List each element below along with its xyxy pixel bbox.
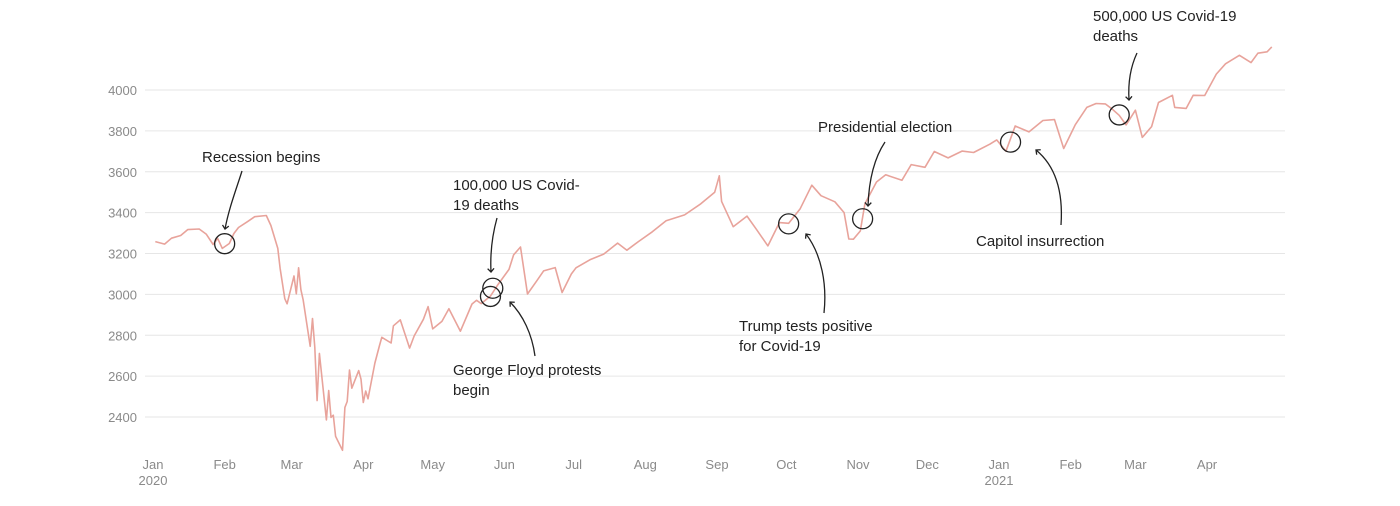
y-tick-label: 3200: [108, 247, 137, 262]
annotation-marker: [482, 277, 504, 299]
grid-lines: [145, 89, 1285, 418]
x-tick-year-label: 2021: [985, 473, 1014, 488]
annotation-6: 500,000 US Covid-19 deaths: [1093, 8, 1236, 126]
x-tick-label: May: [420, 457, 445, 472]
x-tick-label: Mar: [280, 457, 303, 472]
y-tick-label: 2400: [108, 410, 137, 425]
x-tick-label: Oct: [776, 457, 797, 472]
annotation-label: Presidential election: [818, 119, 952, 136]
x-tick-label: Aug: [634, 457, 657, 472]
annotation-label: for Covid-19: [739, 338, 821, 355]
x-tick-label: Jul: [565, 457, 582, 472]
y-tick-label: 3800: [108, 124, 137, 139]
annotation-marker: [999, 131, 1022, 153]
annotation-arrow: [221, 170, 243, 230]
x-tick-label: Nov: [846, 457, 870, 472]
y-tick-label: 2600: [108, 369, 137, 384]
x-tick-label: Apr: [353, 457, 374, 472]
annotation-label: 19 deaths: [453, 197, 519, 214]
annotation-label: deaths: [1093, 28, 1138, 45]
x-tick-label: Mar: [1124, 457, 1147, 472]
series-layer: [155, 46, 1273, 452]
annotation-marker: [479, 285, 502, 308]
annotation-label: George Floyd protests: [453, 362, 601, 379]
x-tick-year-label: 2020: [139, 473, 168, 488]
annotation-label: 100,000 US Covid-: [453, 177, 580, 194]
annotation-5: Capitol insurrection: [976, 131, 1104, 250]
annotations: Recession begins 100,000 US Covid- 19 deat…: [202, 8, 1236, 399]
x-tick-label: Apr: [1197, 457, 1218, 472]
x-tick-label: Dec: [916, 457, 940, 472]
x-tick-label: Feb: [1059, 457, 1081, 472]
annotation-marker: [214, 233, 236, 255]
annotation-marker: [1108, 104, 1130, 126]
annotation-label: 500,000 US Covid-19: [1093, 8, 1236, 25]
annotation-2: George Floyd protests begin: [453, 285, 601, 399]
annotation-0: Recession begins: [202, 149, 320, 255]
x-tick-label: Jan: [143, 457, 164, 472]
y-tick-label: 4000: [108, 83, 137, 98]
y-tick-label: 3400: [108, 206, 137, 221]
annotation-arrow: [804, 233, 826, 314]
annotation-label: Capitol insurrection: [976, 233, 1104, 250]
y-tick-label: 2800: [108, 328, 137, 343]
x-tick-label: Sep: [705, 457, 728, 472]
annotation-marker: [778, 213, 800, 235]
x-tick-label: Jun: [494, 457, 515, 472]
annotation-1: 100,000 US Covid- 19 deaths: [453, 177, 580, 299]
y-tick-label: 3600: [108, 165, 137, 180]
x-tick-label: Jan: [989, 457, 1010, 472]
annotation-marker: [851, 208, 874, 230]
y-axis-ticks: 2400 2600 2800 3000 3200 3400 3600 3800 4000: [108, 83, 137, 425]
annotation-label: Trump tests positive: [739, 318, 873, 335]
series-line-0: [155, 46, 1273, 452]
y-tick-label: 3000: [108, 287, 137, 302]
x-tick-label: Feb: [213, 457, 235, 472]
annotation-arrow: [1125, 52, 1138, 101]
annotation-label: begin: [453, 382, 490, 399]
annotation-arrow: [509, 301, 536, 357]
annotation-arrow: [864, 141, 886, 207]
annotation-label: Recession begins: [202, 149, 320, 166]
annotation-3: Trump tests positive for Covid-19: [739, 213, 873, 355]
annotation-arrow: [487, 217, 498, 273]
annotation-4: Presidential election: [818, 119, 952, 230]
annotation-arrow: [1035, 149, 1063, 226]
